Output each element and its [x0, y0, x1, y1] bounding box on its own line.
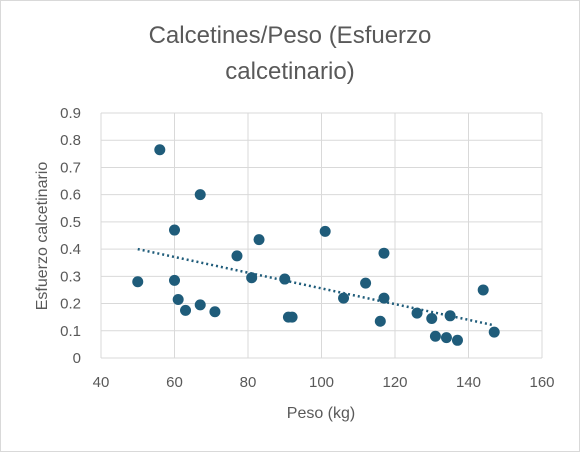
x-tick-label: 100 [309, 374, 334, 391]
chart-title-line-1: Calcetines/Peso (Esfuerzo [148, 22, 432, 49]
data-point [180, 304, 192, 316]
data-point [338, 292, 350, 304]
data-point [154, 144, 166, 156]
data-point [319, 225, 331, 237]
data-point [194, 189, 206, 201]
y-axis-label: Esfuerzo calcetinario [34, 162, 51, 311]
y-tick-label: 0.5 [60, 214, 81, 231]
data-point [440, 332, 452, 344]
data-point [209, 306, 221, 318]
y-tick-label: 0.8 [60, 132, 81, 149]
x-tick-label: 40 [93, 374, 110, 391]
data-point [477, 284, 489, 296]
y-tick-label: 0.7 [60, 159, 81, 176]
data-point [194, 299, 206, 311]
x-axis-ticks: 40 60 80 100 120 140 160 [93, 374, 555, 391]
data-point [169, 224, 180, 236]
data-point [429, 330, 441, 342]
data-points [132, 144, 500, 346]
data-point [169, 274, 180, 286]
y-tick-label: 0.6 [60, 187, 81, 204]
x-tick-label: 80 [240, 374, 257, 391]
data-point [426, 313, 438, 325]
data-point [360, 277, 372, 289]
data-point [444, 310, 456, 322]
y-tick-label: 0.1 [60, 323, 81, 340]
y-axis-ticks: 0 0.1 0.2 0.3 0.4 0.5 0.6 0.7 0.8 0.9 [60, 105, 81, 367]
data-point [172, 293, 184, 305]
x-tick-label: 120 [382, 374, 407, 391]
data-point [488, 326, 500, 338]
data-point [374, 315, 386, 327]
x-axis-label: Peso (kg) [287, 405, 355, 422]
trendline [137, 247, 495, 327]
y-tick-label: 0.2 [60, 296, 81, 313]
chart-title: Calcetines/Peso (Esfuerzo calcetinario) [0, 18, 580, 90]
data-point [286, 311, 298, 323]
x-tick-label: 140 [456, 374, 481, 391]
data-point [378, 247, 390, 259]
x-tick-label: 60 [166, 374, 183, 391]
y-tick-label: 0.4 [60, 241, 81, 258]
data-point [246, 272, 258, 284]
y-tick-label: 0.3 [60, 268, 81, 285]
y-tick-label: 0.9 [60, 105, 81, 122]
data-point [451, 334, 463, 346]
data-point [253, 234, 265, 246]
x-tick-label: 160 [529, 374, 554, 391]
chart-title-line-2: calcetinario) [225, 58, 355, 85]
y-tick-label: 0 [73, 350, 81, 367]
data-point [378, 292, 390, 304]
data-point [132, 276, 144, 288]
data-point [411, 307, 423, 319]
data-point [279, 273, 291, 285]
data-point [231, 250, 243, 262]
